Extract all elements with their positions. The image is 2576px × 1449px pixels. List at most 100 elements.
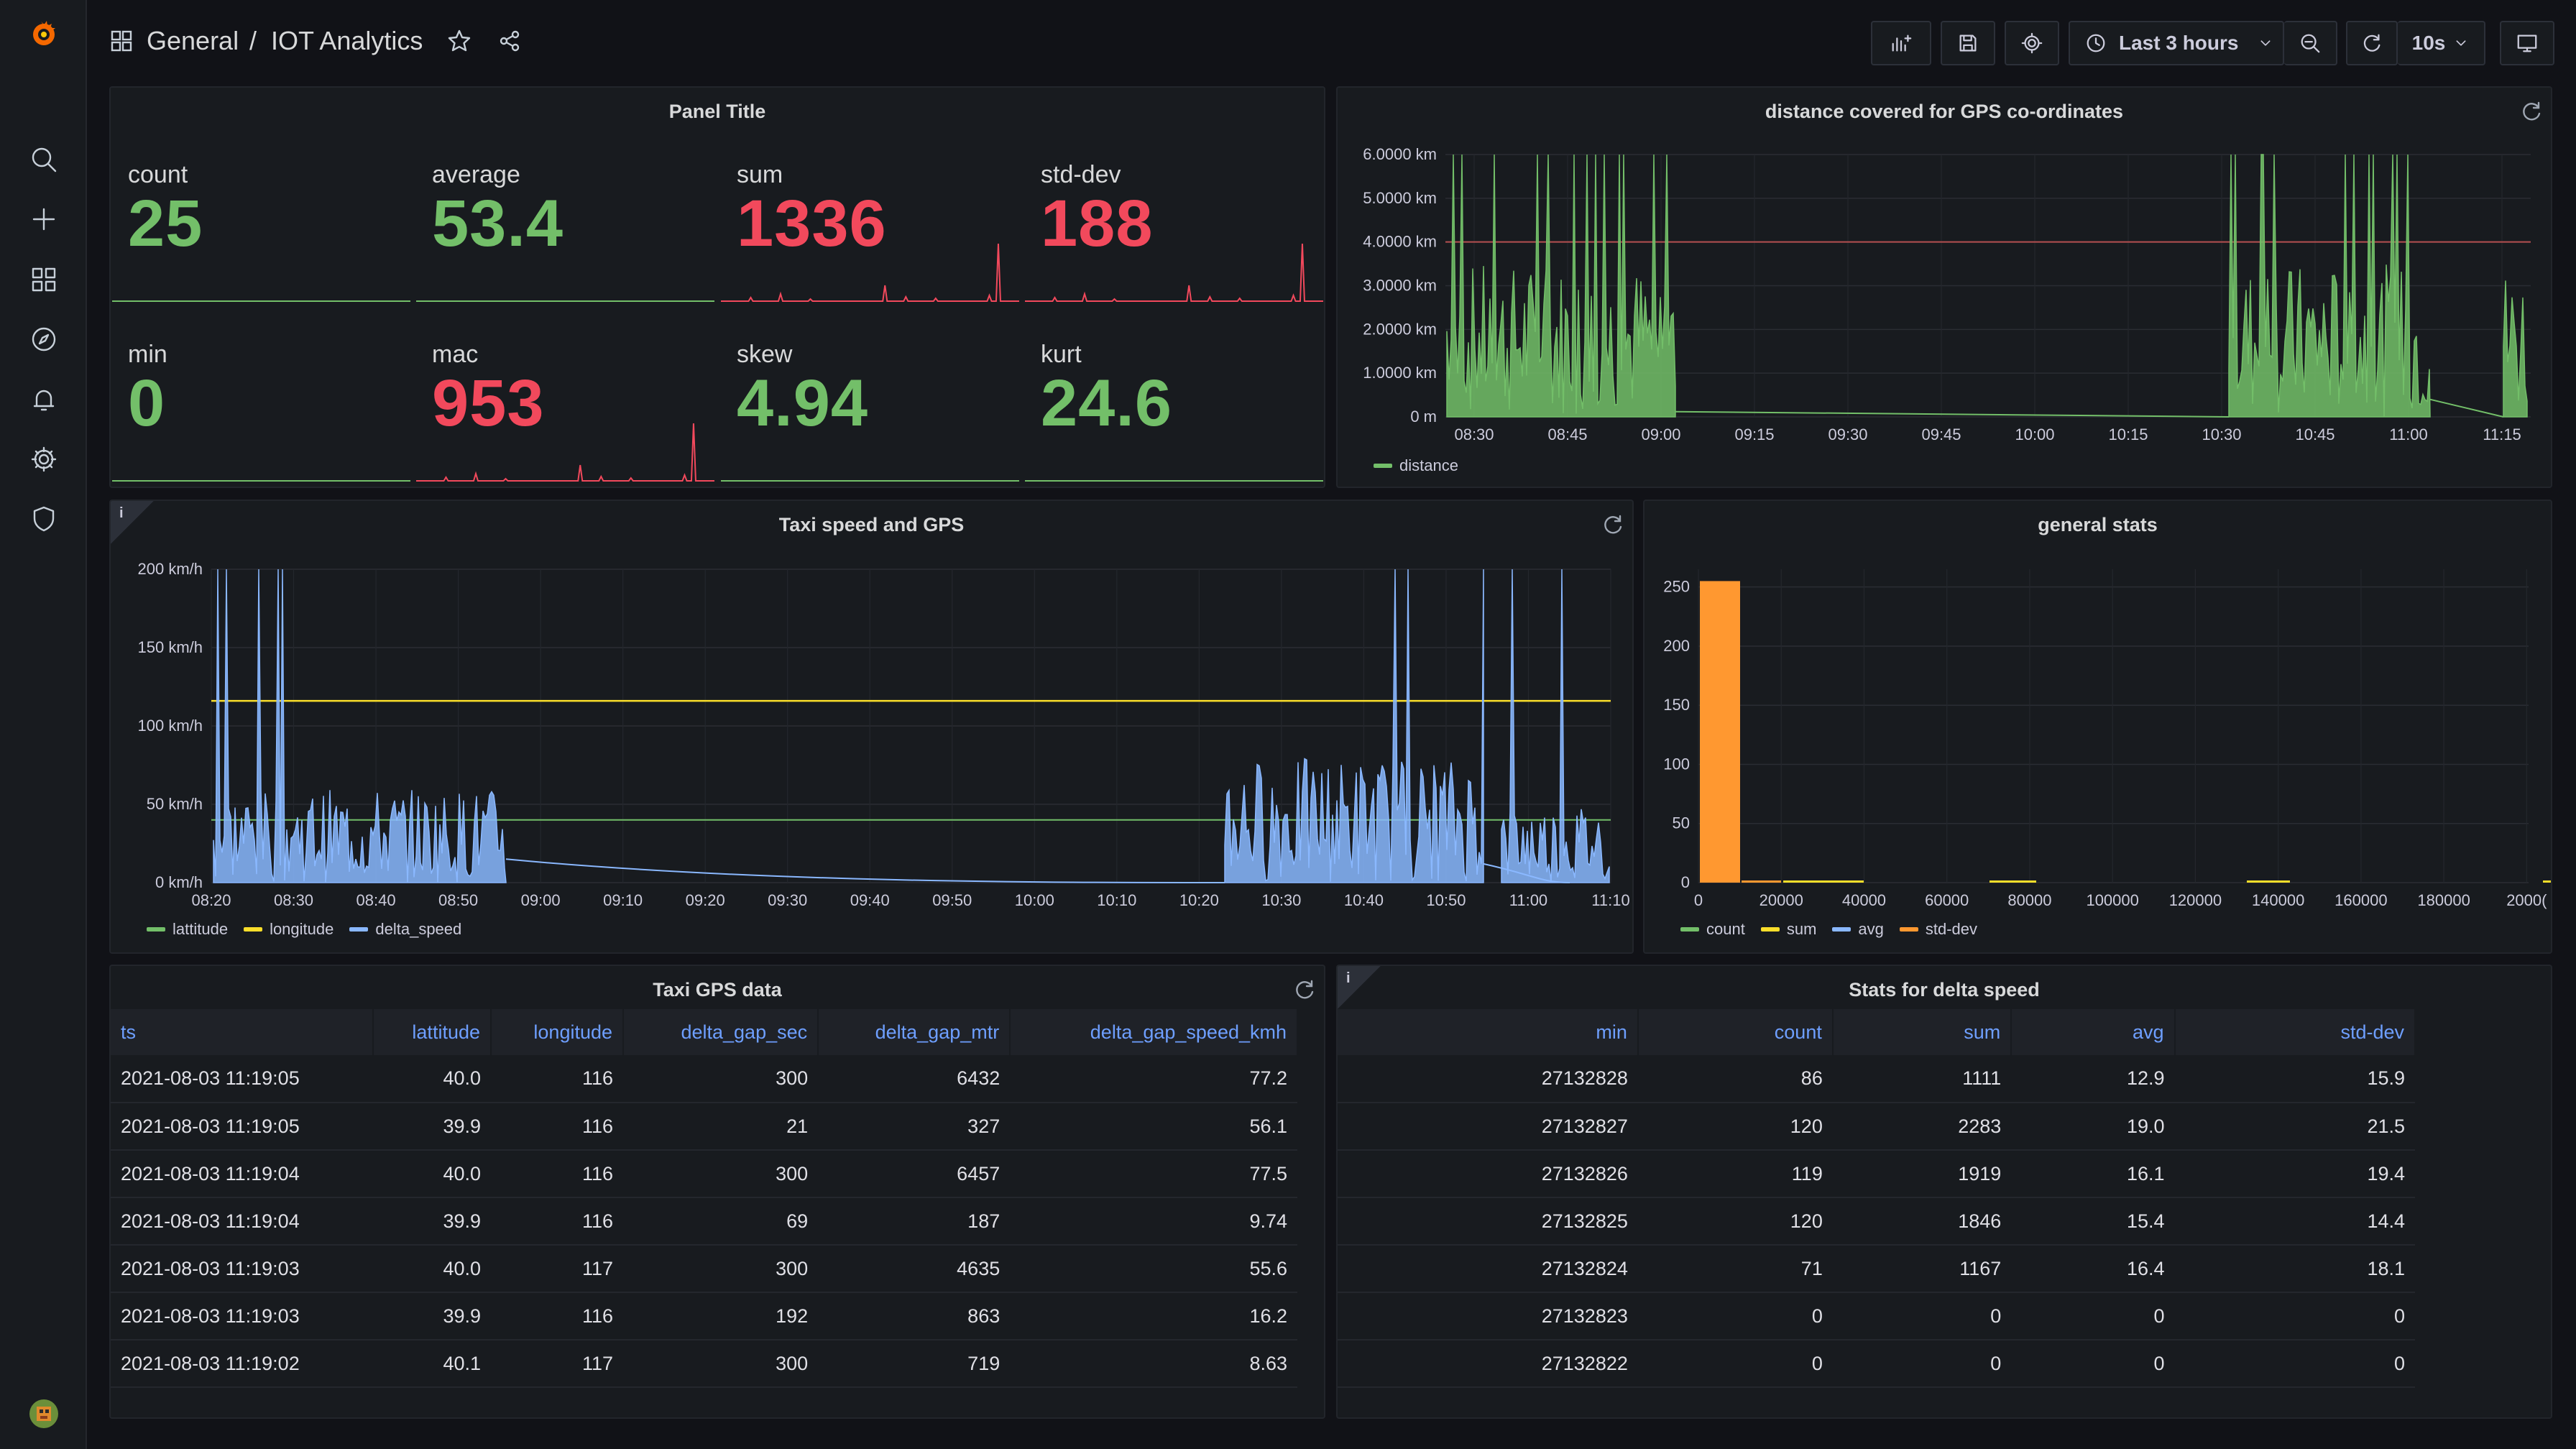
stat-label: sum: [737, 161, 783, 188]
panel-info-corner[interactable]: i: [1338, 966, 1381, 1009]
save-dashboard-button[interactable]: [1941, 21, 1995, 65]
refresh-interval-picker[interactable]: 10s: [2398, 21, 2485, 65]
x-tick-label: 09:10: [603, 891, 643, 909]
legend-item[interactable]: avg: [1832, 920, 1884, 939]
panel-info-corner[interactable]: i: [111, 501, 154, 544]
column-header-delta_gap_mtr[interactable]: delta_gap_mtr: [818, 1009, 1011, 1055]
table-cell: 27132825: [1338, 1197, 1638, 1246]
y-tick-label: 3.0000 km: [1363, 277, 1437, 295]
refresh-button[interactable]: [2346, 21, 2398, 65]
create-plus-icon[interactable]: [26, 201, 62, 237]
distance-series-area: [2503, 280, 2528, 418]
column-header-lattitude[interactable]: lattitude: [372, 1009, 492, 1055]
distance-panel: distance covered for GPS co-ordinates 0 …: [1336, 86, 2552, 488]
stat-value: 53.4: [432, 187, 564, 260]
star-icon[interactable]: [447, 29, 472, 57]
legend-item[interactable]: delta_speed: [349, 920, 461, 939]
panel-title: Taxi GPS data: [653, 979, 782, 1000]
stat-value: 0: [128, 367, 166, 440]
x-tick-label: 80000: [2007, 891, 2051, 909]
time-range-picker[interactable]: Last 3 hours: [2069, 21, 2284, 65]
general-stats-panel: general stats 0 50 100 150 200 250 0 20000 40000…: [1643, 500, 2552, 954]
legend-swatch: [1832, 927, 1852, 932]
info-icon: i: [1346, 970, 1351, 986]
x-tick-label: 09:20: [686, 891, 725, 909]
stat-tile-skew: skew 4.94: [719, 298, 1021, 477]
column-header-min[interactable]: min: [1338, 1009, 1639, 1055]
x-tick-label: 08:20: [191, 891, 231, 909]
legend-item[interactable]: distance: [1374, 456, 1458, 475]
add-panel-button[interactable]: [1871, 21, 1931, 65]
monitor-icon: [2517, 34, 2537, 52]
y-tick-label: 150: [1663, 696, 1690, 714]
legend-label: longitude: [270, 920, 334, 938]
table-cell: 16.2: [1010, 1292, 1297, 1340]
legend-item[interactable]: count: [1680, 920, 1745, 939]
refresh-icon[interactable]: [2519, 99, 2544, 124]
dashboards-icon[interactable]: [26, 262, 62, 298]
column-header-std-dev[interactable]: std-dev: [2174, 1009, 2416, 1055]
legend-label: lattitude: [172, 920, 229, 938]
share-icon[interactable]: [497, 29, 522, 57]
breadcrumb-dashboard-title[interactable]: IOT Analytics: [271, 26, 423, 55]
tv-mode-button[interactable]: [2500, 21, 2554, 65]
table-row: 27132822 0 0 0 0: [1338, 1340, 2415, 1388]
table-cell: 116: [491, 1055, 624, 1103]
zoom-out-button[interactable]: [2284, 21, 2337, 65]
server-admin-shield-icon[interactable]: [26, 501, 62, 537]
dashboard-settings-button[interactable]: [2005, 21, 2059, 65]
y-tick-label: 2.0000 km: [1363, 320, 1437, 338]
taxi-speed-chart: 0 km/h 50 km/h 100 km/h 150 km/h 200 km/h 08:…: [138, 560, 1630, 909]
bar-small: [1990, 880, 2036, 883]
grafana-logo-icon[interactable]: [26, 16, 62, 52]
legend-item[interactable]: std-dev: [1899, 920, 1977, 939]
explore-compass-icon[interactable]: [26, 321, 62, 357]
table-cell: 116: [491, 1197, 624, 1246]
alerting-bell-icon[interactable]: [26, 382, 62, 418]
x-tick-label: 160000: [2334, 891, 2387, 909]
x-tick-label: 09:00: [521, 891, 561, 909]
table-cell: 69: [623, 1197, 819, 1246]
x-tick-label: 09:15: [1734, 426, 1774, 443]
user-avatar[interactable]: [26, 1396, 62, 1432]
general-stats-chart: 0 50 100 150 200 250 0 20000 40000 60000 80000 1000…: [1663, 569, 2551, 909]
column-header-delta_gap_speed_kmh[interactable]: delta_gap_speed_kmh: [1010, 1009, 1298, 1055]
table-row: 2021-08-03 11:19:03 40.0 117 300 4635 55.6: [111, 1245, 1297, 1293]
column-header-avg[interactable]: avg: [2011, 1009, 2176, 1055]
table-cell: 18.1: [2174, 1245, 2415, 1293]
column-header-sum[interactable]: sum: [1832, 1009, 2012, 1055]
table-cell: 27132826: [1338, 1150, 1638, 1198]
table-cell: 56.1: [1010, 1103, 1297, 1151]
column-header-count[interactable]: count: [1637, 1009, 1834, 1055]
table-cell: 12.9: [2011, 1055, 2175, 1103]
legend-item[interactable]: sum: [1760, 920, 1816, 939]
x-tick-label: 11:15: [2483, 426, 2521, 443]
chart-legend: count sum avg std-dev: [1680, 920, 1977, 939]
delta-speed-series-line: [505, 858, 1570, 883]
legend-swatch: [147, 927, 165, 932]
table-cell: 120: [1637, 1103, 1833, 1151]
configuration-gear-icon[interactable]: [26, 441, 62, 477]
breadcrumb-folder[interactable]: General: [147, 26, 239, 55]
legend-item[interactable]: lattitude: [147, 920, 228, 939]
stat-value: 25: [128, 187, 203, 260]
column-header-longitude[interactable]: longitude: [491, 1009, 625, 1055]
x-tick-label: 2000(: [2506, 891, 2547, 909]
legend-swatch: [1899, 927, 1918, 932]
column-header-delta_gap_sec[interactable]: delta_gap_sec: [623, 1009, 819, 1055]
y-tick-label: 0: [1681, 873, 1690, 891]
refresh-icon[interactable]: [1601, 512, 1625, 537]
bar-small: [1742, 880, 1781, 883]
table-row: 27132824 71 1167 16.4 18.1: [1338, 1245, 2415, 1293]
y-tick-label: 150 km/h: [138, 638, 203, 656]
table-cell: 15.4: [2011, 1197, 2175, 1246]
refresh-icon[interactable]: [1292, 978, 1317, 1002]
x-tick-label: 10:50: [1426, 891, 1466, 909]
table-cell: 0: [1637, 1340, 1833, 1388]
search-icon[interactable]: [26, 142, 62, 178]
bar-small: [2247, 880, 2290, 883]
column-header-ts[interactable]: ts: [111, 1009, 374, 1055]
legend-item[interactable]: longitude: [244, 920, 334, 939]
y-tick-label: 0 m: [1410, 408, 1437, 426]
x-tick-label: 140000: [2252, 891, 2304, 909]
